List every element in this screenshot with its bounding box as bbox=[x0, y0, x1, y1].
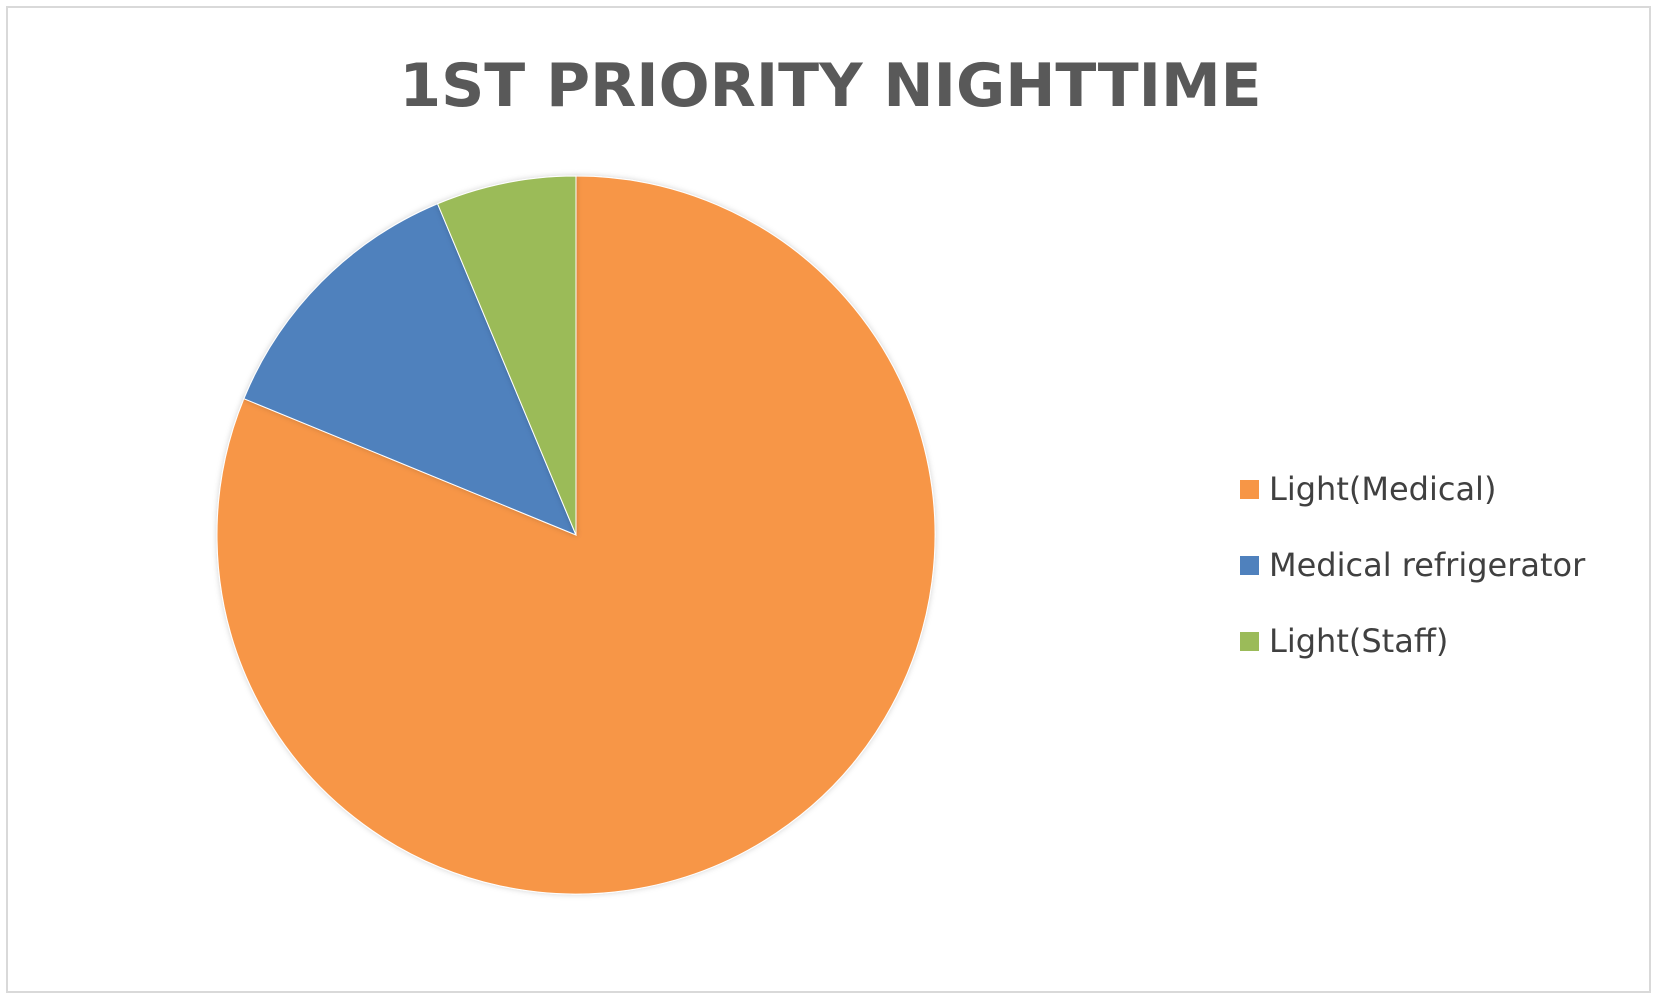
legend-label-light-medical: Light(Medical) bbox=[1269, 470, 1497, 508]
pie-slices bbox=[216, 175, 936, 895]
pie-chart bbox=[216, 175, 936, 895]
chart-title: 1ST PRIORITY NIGHTTIME bbox=[399, 51, 1262, 121]
legend-item-medical-refrigerator: Medical refrigerator bbox=[1240, 546, 1585, 584]
chart-frame: 1ST PRIORITY NIGHTTIME Light(Medical) Me… bbox=[6, 6, 1651, 993]
legend-swatch-light-medical bbox=[1240, 479, 1259, 499]
legend-item-light-medical: Light(Medical) bbox=[1240, 470, 1585, 508]
legend: Light(Medical) Medical refrigerator Ligh… bbox=[1240, 470, 1585, 698]
legend-label-light-staff: Light(Staff) bbox=[1269, 622, 1449, 660]
legend-label-medical-refrigerator: Medical refrigerator bbox=[1269, 546, 1586, 584]
pie-slice-light-staff bbox=[436, 175, 577, 536]
legend-swatch-light-staff bbox=[1240, 631, 1259, 651]
legend-item-light-staff: Light(Staff) bbox=[1240, 622, 1585, 660]
legend-swatch-medical-refrigerator bbox=[1240, 555, 1259, 575]
pie-slice-medical-refrigerator bbox=[243, 203, 577, 536]
